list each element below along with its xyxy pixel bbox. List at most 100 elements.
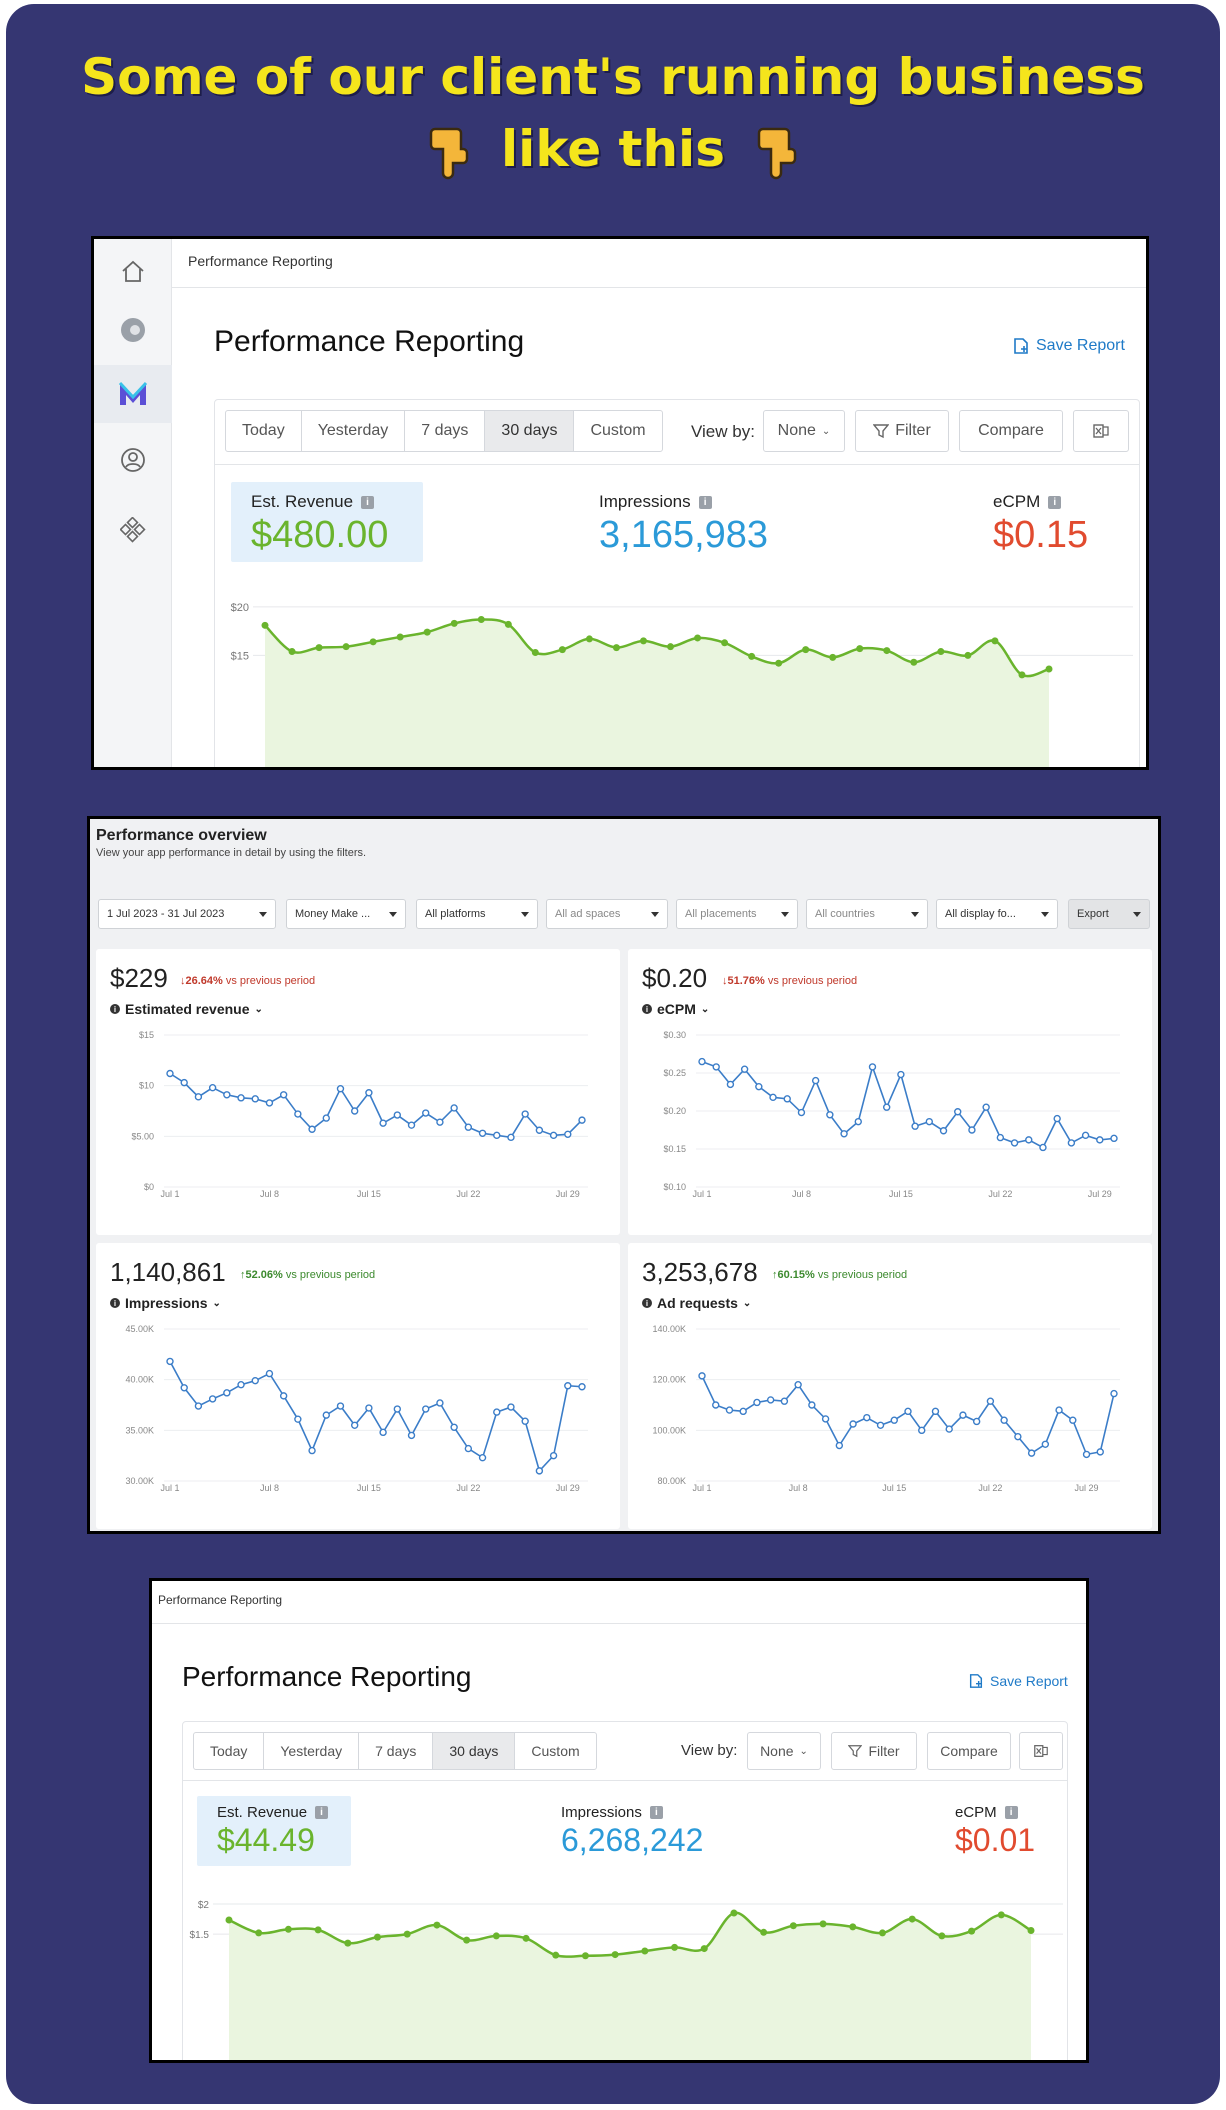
display-format-filter[interactable]: All display fo... — [936, 899, 1058, 929]
date-range-filter[interactable]: 1 Jul 2023 - 31 Jul 2023 — [98, 899, 276, 929]
data-point — [671, 1943, 679, 1951]
metric-name-dropdown[interactable]: i Ad requests ⌄ — [642, 1295, 751, 1311]
data-point — [564, 1382, 572, 1390]
view-by-select[interactable]: None ⌄ — [763, 410, 845, 452]
data-point — [180, 1384, 188, 1392]
performance-reporting-panel-1: Performance Reporting Performance Report… — [91, 236, 1149, 770]
data-point — [748, 652, 756, 660]
data-point — [783, 1095, 791, 1103]
filter-label: Filter — [895, 422, 931, 439]
info-icon[interactable]: i — [110, 1298, 120, 1308]
caret-down-icon — [781, 911, 789, 917]
range-custom[interactable]: Custom — [590, 422, 646, 439]
data-point — [698, 1372, 706, 1380]
data-point — [854, 1117, 862, 1126]
data-point — [237, 1381, 245, 1389]
metric-name-dropdown[interactable]: i eCPM ⌄ — [642, 1001, 709, 1017]
data-point — [700, 1945, 708, 1953]
range-30-days[interactable]: 30 days — [433, 1733, 516, 1769]
app-filter-label: Money Make ... — [295, 908, 371, 920]
data-point — [1067, 1139, 1076, 1147]
x-tick-label: Jul 15 — [889, 1189, 913, 1199]
export-excel-button[interactable] — [1019, 1732, 1063, 1770]
impressions-kpi-label: Impressions — [599, 492, 691, 511]
x-tick-label: Jul 1 — [160, 1483, 179, 1493]
info-icon[interactable]: i — [361, 495, 375, 509]
monetization-logo-icon[interactable] — [94, 365, 172, 423]
info-icon[interactable]: i — [110, 1004, 120, 1014]
ecpm-kpi-value: $0.01 — [955, 1822, 1036, 1858]
revenue-kpi-value: $44.49 — [217, 1822, 315, 1858]
placement-filter[interactable]: All placements — [676, 899, 798, 929]
page-title: Performance Reporting — [214, 325, 525, 358]
data-point — [436, 1399, 444, 1407]
view-by-select[interactable]: None ⌄ — [747, 1732, 821, 1770]
data-point — [1096, 1448, 1104, 1456]
y-tick-label: 45.00K — [125, 1324, 154, 1334]
data-point — [802, 646, 810, 654]
x-tick-label: Jul 29 — [556, 1189, 580, 1199]
save-report-button[interactable]: Save Report — [968, 1673, 1068, 1689]
range-7-days[interactable]: 7 days — [359, 1733, 434, 1769]
y-tick-label: $0 — [144, 1182, 154, 1192]
info-icon[interactable]: i — [649, 1806, 663, 1819]
save-report-icon — [969, 1674, 983, 1688]
info-icon[interactable]: i — [1048, 495, 1062, 509]
data-point — [694, 634, 702, 642]
data-point — [279, 1392, 288, 1400]
y-tick-label: $1.5 — [190, 1930, 210, 1941]
save-report-button[interactable]: Save Report — [1012, 337, 1125, 355]
home-icon[interactable] — [94, 243, 172, 301]
country-filter[interactable]: All countries — [806, 899, 928, 929]
revenue-kpi-highlight — [231, 482, 423, 562]
y-tick-label: 80.00K — [657, 1476, 686, 1486]
data-point — [393, 1405, 402, 1413]
export-button[interactable]: Export — [1068, 899, 1150, 929]
range-yesterday[interactable]: Yesterday — [302, 411, 406, 451]
info-icon[interactable]: i — [642, 1298, 652, 1308]
range-yesterday[interactable]: Yesterday — [264, 1733, 360, 1769]
app-logo-icon[interactable] — [94, 301, 172, 359]
data-point — [564, 1130, 572, 1139]
platform-filter[interactable]: All platforms — [416, 899, 538, 929]
metric-name-dropdown[interactable]: i Impressions ⌄ — [110, 1295, 221, 1311]
data-point — [336, 1085, 345, 1093]
ad-requests-line-chart: 140.00K 120.00K 100.00K 80.00K Jul 1 Jul 8 Jul… — [652, 1324, 1120, 1493]
user-icon[interactable] — [94, 431, 172, 489]
data-point — [552, 1951, 560, 1959]
filter-button[interactable]: Filter — [855, 410, 949, 452]
compare-button[interactable]: Compare — [927, 1732, 1011, 1770]
info-icon[interactable]: i — [1004, 1806, 1018, 1819]
pointing-down-hand-icon — [427, 125, 471, 181]
data-point — [611, 1951, 619, 1959]
info-icon[interactable]: i — [642, 1004, 652, 1014]
metric-name-dropdown[interactable]: i Estimated revenue ⌄ — [110, 1001, 263, 1017]
filter-button[interactable]: Filter — [831, 1732, 917, 1770]
data-point — [194, 1093, 203, 1101]
caret-down-icon — [521, 911, 529, 917]
range-today[interactable]: Today — [226, 411, 302, 451]
range-7-days[interactable]: 7 days — [405, 411, 486, 451]
data-point — [336, 1402, 345, 1410]
integrations-icon[interactable] — [94, 501, 172, 559]
info-icon[interactable]: i — [698, 495, 712, 509]
date-range-selector: Today Yesterday 7 days 30 days Custom — [193, 1732, 597, 1770]
revenue-line-chart: $15 $10 $5.00 $0 Jul 1 Jul 8 Jul 15 Jul 22 Jul 2… — [131, 1030, 588, 1199]
data-point — [794, 1381, 802, 1389]
range-today[interactable]: Today — [194, 1733, 265, 1769]
info-icon[interactable]: i — [315, 1806, 329, 1819]
y-tick-label: 120.00K — [652, 1375, 686, 1385]
export-excel-button[interactable] — [1073, 410, 1129, 452]
x-tick-label: Jul 22 — [978, 1483, 1002, 1493]
ad-space-filter[interactable]: All ad spaces — [546, 899, 668, 929]
compare-button[interactable]: Compare — [959, 410, 1063, 452]
range-30-days[interactable]: 30 days — [485, 411, 575, 451]
report-card: Today Yesterday 7 days 30 days Custom Vi… — [182, 1721, 1068, 2060]
data-point — [849, 1923, 857, 1931]
app-filter[interactable]: Money Make ... — [286, 899, 406, 929]
metric-change-percent: 60.15% — [777, 1269, 815, 1281]
range-custom[interactable]: Custom — [531, 1743, 580, 1759]
data-point — [423, 628, 431, 636]
y-tick-label: $10 — [139, 1081, 154, 1091]
data-point — [585, 635, 593, 643]
